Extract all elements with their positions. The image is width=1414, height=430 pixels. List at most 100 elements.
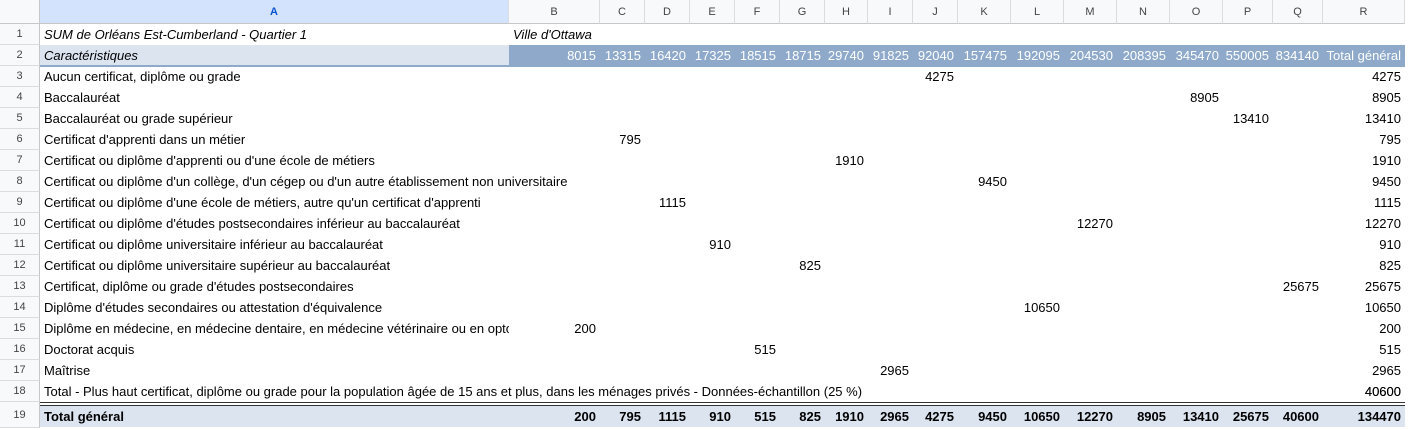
row-header-17[interactable]: 17 xyxy=(0,360,40,381)
row-label[interactable]: Diplôme d'études secondaires ou attestat… xyxy=(44,300,383,315)
data-cell[interactable]: 825 xyxy=(799,258,821,273)
grand-total-cell[interactable]: 1115 xyxy=(658,409,687,424)
data-cell[interactable]: 10650 xyxy=(1023,300,1060,315)
row-header-4[interactable]: 4 xyxy=(0,87,40,108)
pivot-column-key[interactable]: 345470 xyxy=(1175,48,1219,63)
row-total-cell[interactable]: 25675 xyxy=(1364,279,1401,294)
pivot-column-key[interactable]: 192095 xyxy=(1016,48,1060,63)
row-label[interactable]: Certificat ou diplôme d'études postsecon… xyxy=(44,216,460,231)
row-label[interactable]: Diplôme en médecine, en médecine dentair… xyxy=(44,321,509,336)
row-label[interactable]: Doctorat acquis xyxy=(44,342,135,357)
grand-total-sum[interactable]: 134470 xyxy=(1357,409,1401,424)
column-header-m[interactable]: M xyxy=(1064,0,1117,24)
row-header-18[interactable]: 18 xyxy=(0,381,40,402)
row-header-5[interactable]: 5 xyxy=(0,108,40,129)
grand-total-cell[interactable]: 25675 xyxy=(1232,409,1269,424)
column-header-f[interactable]: F xyxy=(735,0,780,24)
grand-total-cell[interactable]: 200 xyxy=(574,409,596,424)
row-header-16[interactable]: 16 xyxy=(0,339,40,360)
pivot-column-key[interactable]: 29740 xyxy=(827,48,864,63)
row-header-2[interactable]: 2 xyxy=(0,45,40,66)
pivot-column-key[interactable]: 91825 xyxy=(872,48,909,63)
pivot-column-key[interactable]: 92040 xyxy=(917,48,954,63)
row-total-cell[interactable]: 9450 xyxy=(1372,174,1401,189)
row-total-cell[interactable]: 4275 xyxy=(1372,69,1401,84)
row-header-19[interactable]: 19 xyxy=(0,402,40,428)
column-header-c[interactable]: C xyxy=(600,0,645,24)
pivot-column-key[interactable]: 17325 xyxy=(694,48,731,63)
row-label[interactable]: Baccalauréat ou grade supérieur xyxy=(44,111,233,126)
row-header-6[interactable]: 6 xyxy=(0,129,40,150)
row-label[interactable]: Certificat ou diplôme universitaire supé… xyxy=(44,258,391,273)
pivot-column-key[interactable]: 208395 xyxy=(1122,48,1166,63)
data-cell[interactable]: 13410 xyxy=(1232,111,1269,126)
grand-total-cell[interactable]: 10650 xyxy=(1023,409,1060,424)
data-cell[interactable]: 1115 xyxy=(659,195,686,210)
grand-total-cell[interactable]: 515 xyxy=(754,409,776,424)
row-total-cell[interactable]: 2965 xyxy=(1372,363,1401,378)
grand-total-cell[interactable]: 1910 xyxy=(835,409,864,424)
pivot-filter-cell[interactable]: Ville d'Ottawa xyxy=(513,27,592,42)
row-label[interactable]: Aucun certificat, diplôme ou grade xyxy=(44,69,241,84)
column-header-b[interactable]: B xyxy=(509,0,600,24)
row-header-7[interactable]: 7 xyxy=(0,150,40,171)
data-cell[interactable]: 8905 xyxy=(1190,90,1219,105)
grand-total-cell[interactable]: 2965 xyxy=(880,409,909,424)
data-cell[interactable]: 910 xyxy=(709,237,731,252)
pivot-grand-total-header[interactable]: Total général xyxy=(1326,48,1401,63)
pivot-column-key[interactable]: 16420 xyxy=(649,48,686,63)
grand-total-cell[interactable]: 910 xyxy=(709,409,731,424)
grand-total-cell[interactable]: 13410 xyxy=(1182,409,1219,424)
row-header-14[interactable]: 14 xyxy=(0,297,40,318)
grand-total-cell[interactable]: 12270 xyxy=(1076,409,1113,424)
pivot-column-key[interactable]: 8015 xyxy=(567,48,596,63)
row-header-13[interactable]: 13 xyxy=(0,276,40,297)
column-header-e[interactable]: E xyxy=(690,0,735,24)
column-header-a[interactable]: A xyxy=(40,0,509,24)
pivot-column-key[interactable]: 18515 xyxy=(739,48,776,63)
column-header-d[interactable]: D xyxy=(645,0,690,24)
row-label[interactable]: Maîtrise xyxy=(44,363,91,378)
column-header-p[interactable]: P xyxy=(1223,0,1273,24)
pivot-column-key[interactable]: 204530 xyxy=(1069,48,1113,63)
data-cell[interactable]: 795 xyxy=(619,132,641,147)
pivot-column-key[interactable]: 550005 xyxy=(1225,48,1269,63)
column-header-k[interactable]: K xyxy=(958,0,1011,24)
row-header-8[interactable]: 8 xyxy=(0,171,40,192)
row-header-15[interactable]: 15 xyxy=(0,318,40,339)
row-total-cell[interactable]: 13410 xyxy=(1364,111,1401,126)
row-header-9[interactable]: 9 xyxy=(0,192,40,213)
data-cell[interactable]: 2965 xyxy=(880,363,909,378)
select-all-corner[interactable] xyxy=(0,0,40,24)
column-header-n[interactable]: N xyxy=(1117,0,1170,24)
row-total-cell[interactable]: 515 xyxy=(1379,342,1401,357)
data-cell[interactable]: 12270 xyxy=(1076,216,1113,231)
row-header-3[interactable]: 3 xyxy=(0,66,40,87)
grand-total-cell[interactable]: 9450 xyxy=(978,409,1007,424)
column-header-i[interactable]: I xyxy=(868,0,913,24)
row-total-cell[interactable]: 12270 xyxy=(1364,216,1401,231)
row-label[interactable]: Certificat, diplôme ou grade d'études po… xyxy=(44,279,354,294)
row-total-cell[interactable]: 1115 xyxy=(1374,195,1401,210)
column-header-q[interactable]: Q xyxy=(1273,0,1323,24)
pivot-column-key[interactable]: 157475 xyxy=(963,48,1007,63)
grand-total-cell[interactable]: 40600 xyxy=(1282,409,1319,424)
grand-total-cell[interactable]: 8905 xyxy=(1137,409,1166,424)
column-header-r[interactable]: R xyxy=(1323,0,1405,24)
row-label[interactable]: Certificat ou diplôme d'une école de mét… xyxy=(44,195,481,210)
data-cell[interactable]: 4275 xyxy=(925,69,954,84)
data-cell[interactable]: 515 xyxy=(754,342,776,357)
row-header-11[interactable]: 11 xyxy=(0,234,40,255)
pivot-row-header-cell[interactable]: Caractéristiques xyxy=(44,48,138,63)
row-total-cell[interactable]: 10650 xyxy=(1364,300,1401,315)
row-total-cell[interactable]: 200 xyxy=(1379,321,1401,336)
data-cell[interactable]: 40600 xyxy=(1364,384,1401,399)
row-label[interactable]: Certificat d'apprenti dans un métier xyxy=(44,132,246,147)
data-cell[interactable]: 25675 xyxy=(1282,279,1319,294)
pivot-column-key[interactable]: 834140 xyxy=(1275,48,1319,63)
column-header-h[interactable]: H xyxy=(825,0,868,24)
row-total-cell[interactable]: 910 xyxy=(1379,237,1401,252)
data-cell[interactable]: 9450 xyxy=(978,174,1007,189)
pivot-column-key[interactable]: 13315 xyxy=(604,48,641,63)
row-total-cell[interactable]: 795 xyxy=(1379,132,1401,147)
